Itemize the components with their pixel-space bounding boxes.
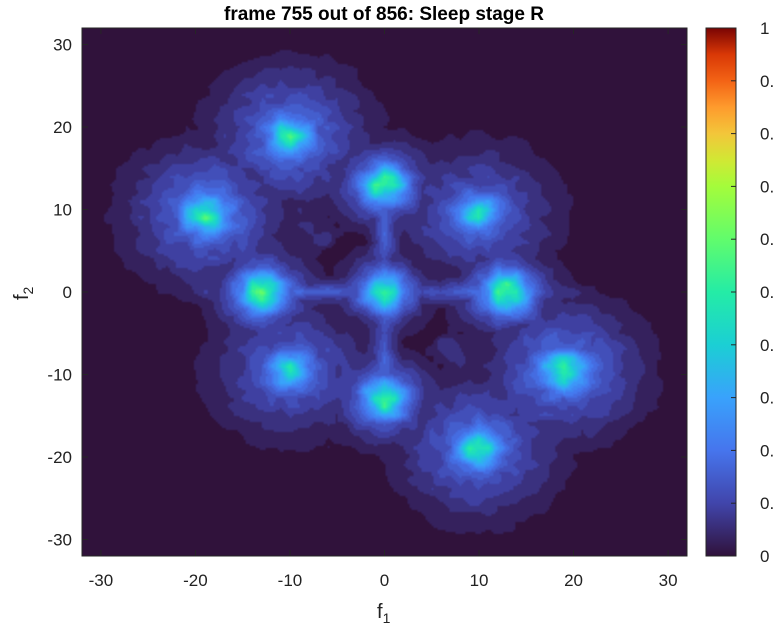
y-tick-label: -20 [47,448,72,467]
y-tick-label: 10 [53,201,72,220]
x-tick-label: -20 [183,571,208,590]
colorbar-tick-label: 0.7 [760,177,774,196]
y-tick-label: 30 [53,36,72,55]
chart-title: frame 755 out of 856: Sleep stage R [224,4,544,25]
y-axis: -30 -20 -10 0 10 20 30 [47,36,687,550]
colorbar-tick-label: 0.8 [760,125,774,144]
x-axis: -30 -20 -10 0 10 20 30 [89,28,678,590]
colorbar-tick-label: 0 [760,547,769,566]
x-tick-label: -10 [278,571,303,590]
x-tick-label: 0 [380,571,389,590]
x-tick-label: 30 [659,571,678,590]
colorbar-tick-label: 0.3 [760,389,774,408]
x-axis-label: f1 [377,601,391,626]
y-tick-label: -30 [47,531,72,550]
y-axis-label: f2 [11,286,36,300]
colorbar-tick-label: 0.9 [760,72,774,91]
colorbar-tick-label: 0.1 [760,494,774,513]
y-tick-label: -10 [47,366,72,385]
colorbar-tick-label: 0.6 [760,230,774,249]
x-axis-label-sub: 1 [383,610,391,626]
y-axis-label-sub: 2 [20,286,36,294]
colorbar-axis: 0 0.1 0.2 0.3 0.4 0.5 0.6 0.7 0.8 0.9 1 [731,19,774,566]
colorbar-tick-label: 0.5 [760,283,774,302]
colorbar-tick-label: 0.4 [760,336,774,355]
x-tick-label: -30 [89,571,114,590]
x-axis-label-base: f [377,601,383,623]
colorbar-tick-label: 1 [760,19,769,38]
heatmap-surface [82,28,687,556]
colorbar-tick-label: 0.2 [760,441,774,460]
x-tick-label: 10 [470,571,489,590]
y-axis-label-base: f [11,294,33,300]
x-tick-label: 20 [564,571,583,590]
y-tick-label: 20 [53,118,72,137]
y-tick-label: 0 [63,283,72,302]
